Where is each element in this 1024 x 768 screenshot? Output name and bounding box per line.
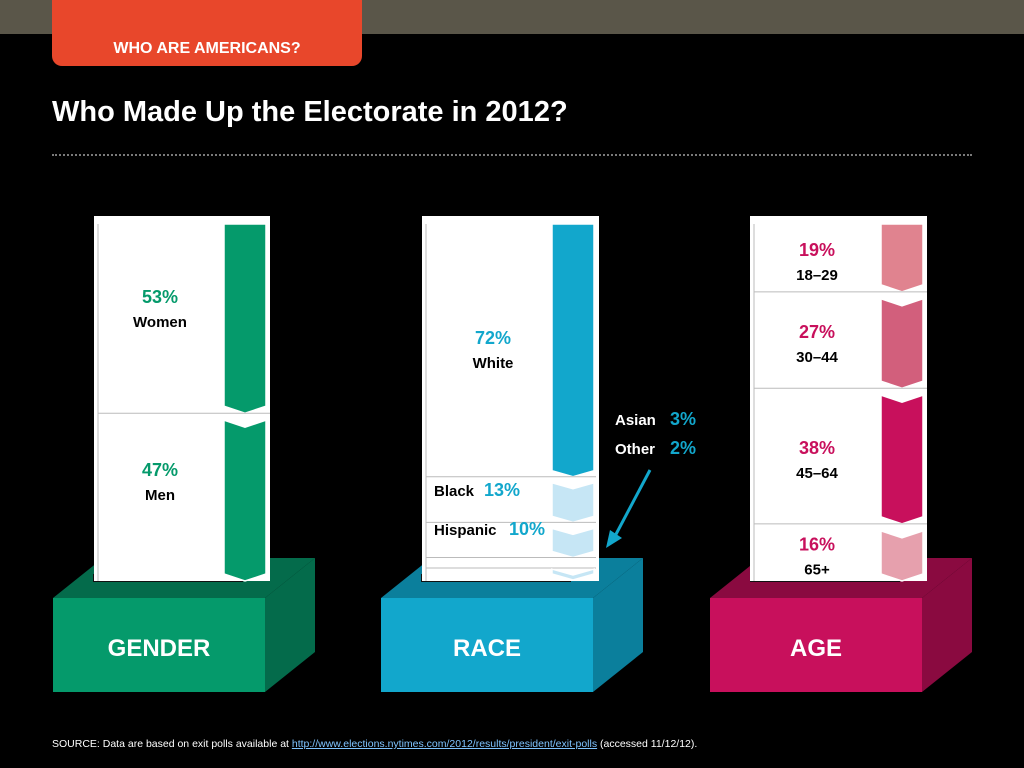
section-tab-label: WHO ARE AMERICANS? [113, 40, 301, 57]
race-bar-2 [551, 527, 595, 559]
age-box-label: AGE [790, 635, 842, 662]
age-label-3: 65+ [804, 561, 830, 578]
race-value-1: 13% [484, 480, 520, 500]
age-bar-1 [880, 297, 924, 390]
race-box-front [381, 598, 593, 692]
source-prefix: SOURCE: Data are based on exit polls ava… [52, 738, 292, 750]
gender-bar-1 [223, 419, 267, 582]
age-box-front [710, 598, 922, 692]
race-label-0: White [473, 355, 514, 372]
source-link[interactable]: http://www.elections.nytimes.com/2012/re… [291, 738, 598, 750]
age-bar-2 [880, 394, 924, 525]
age-bar-3 [880, 529, 924, 582]
gender-label-1: Men [145, 487, 175, 504]
race-box-side [593, 558, 643, 692]
source-note: SOURCE: Data are based on exit polls ava… [52, 738, 697, 750]
gender-value-0: 53% [142, 287, 178, 307]
gender-bar-0 [223, 223, 267, 415]
race-label-2: Hispanic [434, 522, 497, 539]
race-value-0: 72% [475, 328, 511, 348]
race-value-4: 2% [670, 438, 696, 458]
age-label-0: 18–29 [796, 267, 838, 284]
gender-value-1: 47% [142, 460, 178, 480]
page-title: Who Made Up the Electorate in 2012? [52, 96, 568, 128]
race-box-label: RACE [453, 635, 521, 662]
race-label-3: Asian [615, 412, 656, 429]
age-value-1: 27% [799, 322, 835, 342]
title-divider [52, 154, 972, 156]
source-suffix: (accessed 11/12/12). [597, 738, 698, 750]
age-value-2: 38% [799, 438, 835, 458]
race-bar-0 [551, 223, 595, 478]
race-value-3: 3% [670, 409, 696, 429]
section-tab: WHO ARE AMERICANS? [52, 0, 362, 66]
race-bar-3 [551, 560, 595, 571]
race-callout-arrow-head [606, 530, 622, 548]
race-label-1: Black [434, 483, 475, 500]
age-value-0: 19% [799, 240, 835, 260]
race-bar-1 [551, 481, 595, 524]
race-label-4: Other [615, 441, 655, 458]
age-label-1: 30–44 [796, 349, 838, 366]
age-box-side [922, 558, 972, 692]
race-callout-arrow-line [612, 469, 652, 539]
gender-label-0: Women [133, 314, 187, 331]
age-value-3: 16% [799, 534, 835, 554]
age-label-2: 45–64 [796, 465, 838, 482]
race-value-2: 10% [509, 519, 545, 539]
gender-box-side [265, 558, 315, 692]
gender-box-front [53, 598, 265, 692]
age-bar-0 [880, 223, 924, 293]
race-bar-4 [551, 568, 595, 581]
gender-box-label: GENDER [108, 635, 211, 662]
